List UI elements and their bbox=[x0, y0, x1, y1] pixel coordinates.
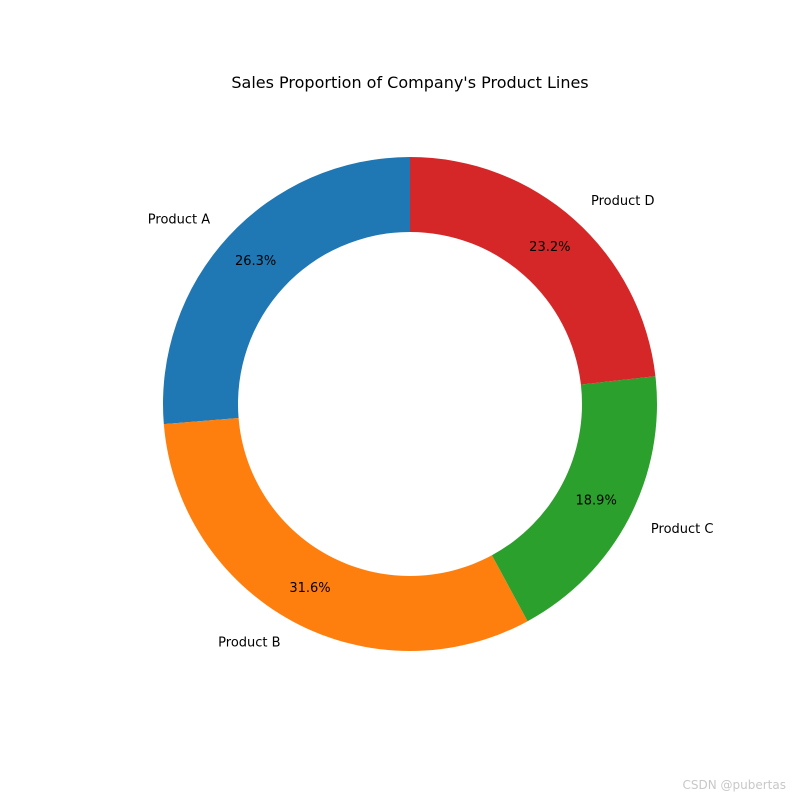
slice-label: Product C bbox=[651, 522, 714, 537]
pct-label: 26.3% bbox=[235, 254, 276, 269]
slice-product-a bbox=[162, 157, 410, 425]
chart-title: Sales Proportion of Company's Product Li… bbox=[231, 73, 588, 92]
watermark: CSDN @pubertas bbox=[682, 778, 787, 792]
slice-label: Product A bbox=[148, 212, 210, 227]
slice-label: Product B bbox=[218, 635, 280, 650]
pct-label: 31.6% bbox=[289, 581, 330, 596]
slice-product-b bbox=[163, 418, 528, 651]
labels-group: Product A 26.3% Product B 31.6% Product C 18.… bbox=[148, 194, 714, 651]
slice-label: Product D bbox=[591, 194, 655, 209]
slices-group bbox=[162, 157, 657, 651]
pct-label: 18.9% bbox=[576, 494, 617, 509]
pct-label: 23.2% bbox=[529, 240, 570, 255]
slice-product-c bbox=[491, 376, 657, 622]
slice-product-d bbox=[410, 157, 656, 385]
